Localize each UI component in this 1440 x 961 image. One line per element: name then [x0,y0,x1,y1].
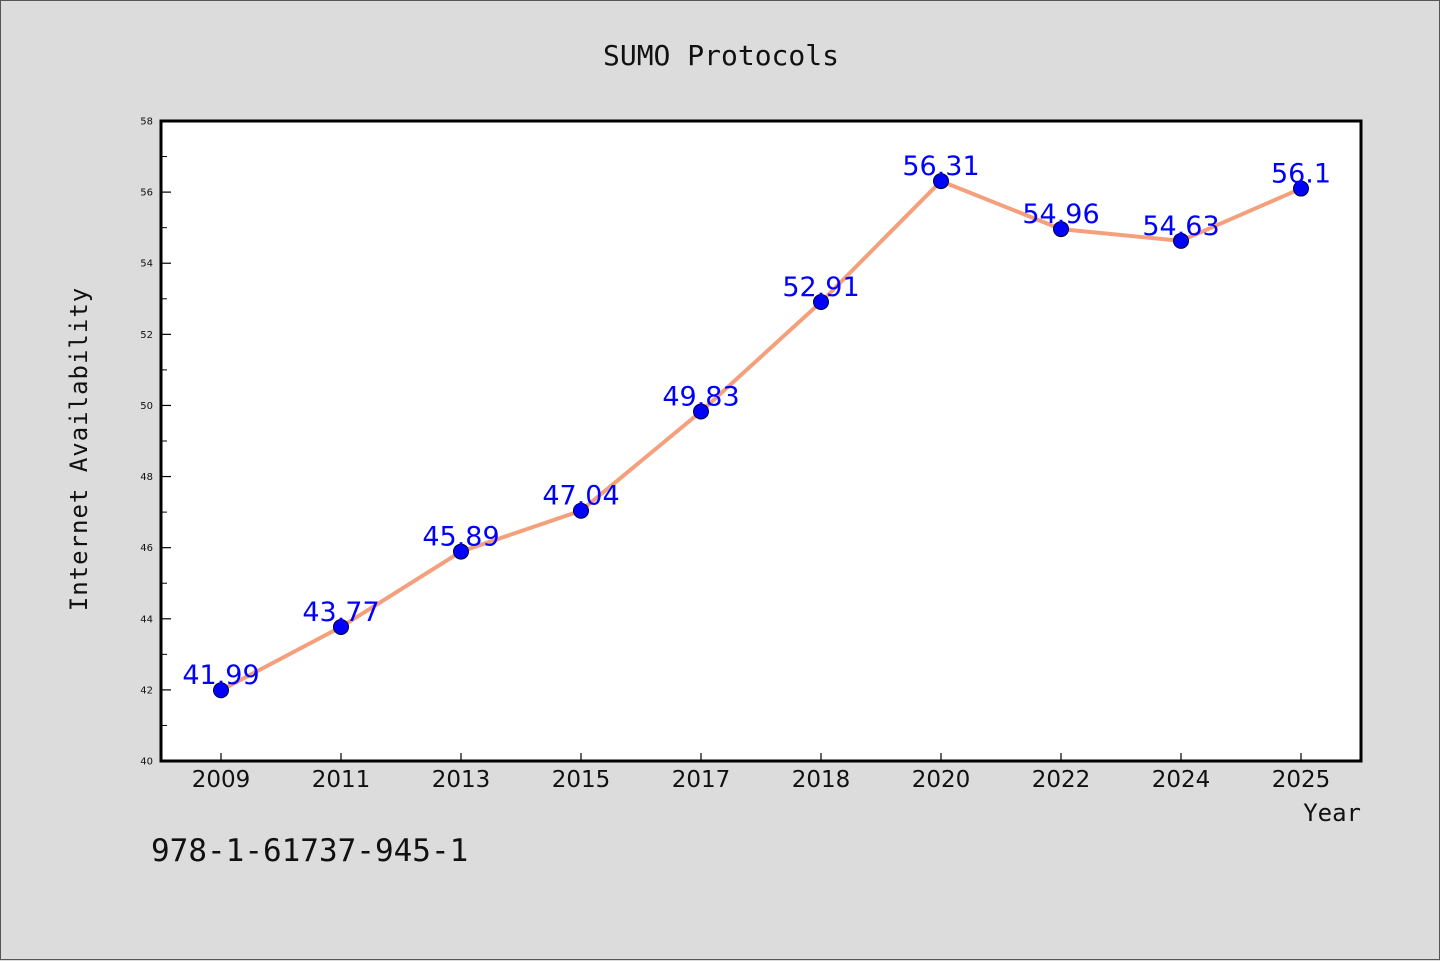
data-label: 54.96 [1022,199,1099,230]
y-axis-label: Internet Availability [65,287,93,611]
data-label: 56.31 [902,151,979,182]
plot-area [159,119,1363,763]
y-tick-label: 56 [140,188,153,199]
series-line [219,179,1303,693]
data-point [693,403,709,420]
x-tick-label: 2024 [1152,767,1211,793]
x-tick-label: 2017 [672,767,731,793]
data-label: 43.77 [302,597,379,628]
x-axis: 2009 2011 2013 2015 2017 2018 2020 2022 2024 2025 [192,753,1331,793]
x-tick-label: 2013 [432,767,491,793]
data-point [333,618,349,635]
x-tick-label: 2011 [312,767,371,793]
data-point [1293,180,1309,197]
y-tick-label: 42 [140,685,153,696]
data-label: 41.99 [182,660,259,691]
y-tick-label: 40 [140,757,153,768]
y-tick-label: 44 [140,614,153,625]
y-tick-label: 58 [140,117,153,128]
x-axis-label: Year [1303,799,1361,827]
x-tick-label: 2009 [192,767,251,793]
x-tick-label: 2022 [1032,767,1091,793]
series-layer: 41.99 43.77 45.89 47.04 49.83 52.91 56.31 54.96… [182,151,1331,699]
y-tick-label: 54 [140,259,153,270]
data-label: 54.63 [1142,211,1219,242]
data-point [933,173,949,190]
y-tick-label: 46 [140,543,153,554]
data-label: 49.83 [662,381,739,412]
data-point [573,502,589,519]
y-tick-label: 52 [140,330,153,341]
x-tick-label: 2015 [552,767,611,793]
data-point [213,682,229,699]
data-label: 47.04 [542,481,619,512]
data-point [1173,232,1189,249]
y-axis: 40 42 44 46 48 50 52 54 56 58 [140,117,171,768]
y-tick-label: 48 [140,472,153,483]
x-tick-label: 2018 [792,767,851,793]
isbn-annotation: 978-1-61737-945-1 [151,833,469,869]
x-tick-label: 2025 [1272,767,1331,793]
data-point [1053,221,1069,238]
chart-title: SUMO Protocols [603,39,839,72]
data-label: 56.1 [1271,159,1331,190]
data-point [453,543,469,560]
y-tick-label: 50 [140,401,153,412]
data-label: 52.91 [782,272,859,303]
x-tick-label: 2020 [912,767,971,793]
data-label: 45.89 [422,522,499,553]
data-point [813,293,829,310]
